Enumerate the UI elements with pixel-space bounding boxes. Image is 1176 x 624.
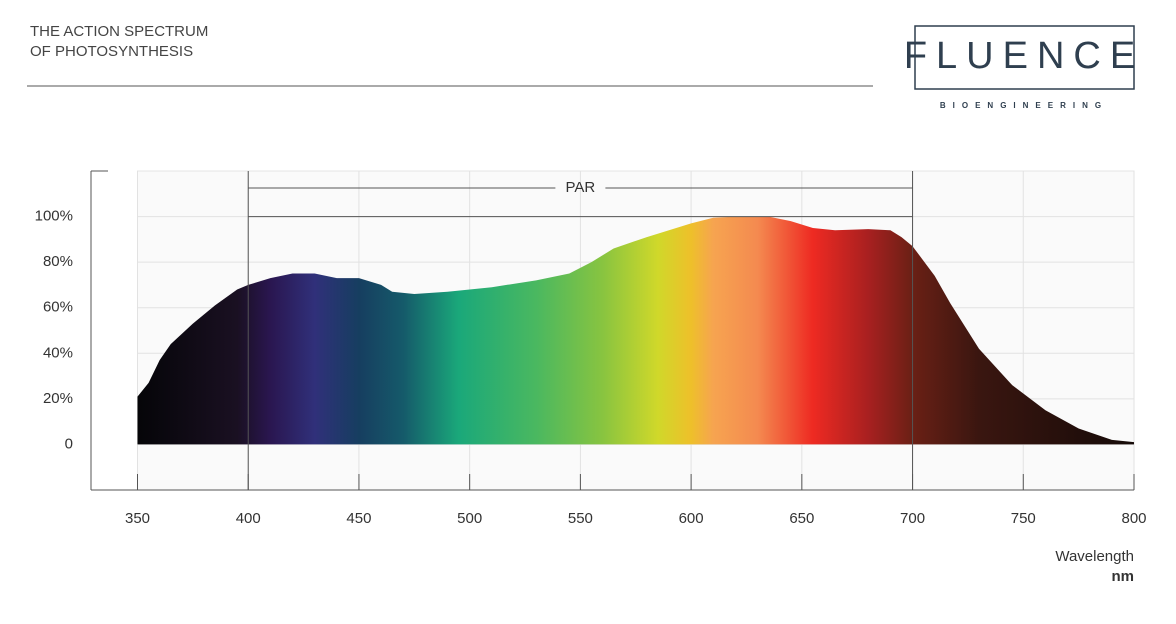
title-line: OF PHOTOSYNTHESIS — [30, 43, 193, 60]
x-tick-label: 400 — [236, 510, 261, 527]
title-line: THE ACTION SPECTRUM — [30, 23, 208, 40]
x-axis-unit: nm — [1112, 568, 1135, 585]
x-tick-label: 350 — [125, 510, 150, 527]
x-tick-label: 650 — [789, 510, 814, 527]
y-tick-label: 80% — [43, 253, 73, 270]
y-tick-label: 60% — [43, 299, 73, 316]
par-label: PAR — [566, 179, 596, 196]
x-tick-label: 700 — [900, 510, 925, 527]
x-axis-label: Wavelength — [1055, 548, 1134, 565]
y-tick-label: 100% — [35, 208, 73, 225]
spectrum-area — [137, 216, 1135, 445]
logo-box — [914, 25, 1135, 90]
y-tick-label: 40% — [43, 344, 73, 361]
x-tick-label: 550 — [568, 510, 593, 527]
x-tick-label: 600 — [679, 510, 704, 527]
logo-sub: BIOENGINEERING — [940, 101, 1108, 110]
x-tick-label: 500 — [457, 510, 482, 527]
x-tick-label: 750 — [1011, 510, 1036, 527]
x-tick-label: 800 — [1121, 510, 1146, 527]
logo: FLUENCE — [904, 35, 1144, 77]
y-tick-label: 20% — [43, 390, 73, 407]
x-tick-label: 450 — [346, 510, 371, 527]
y-tick-label: 0 — [65, 435, 73, 452]
